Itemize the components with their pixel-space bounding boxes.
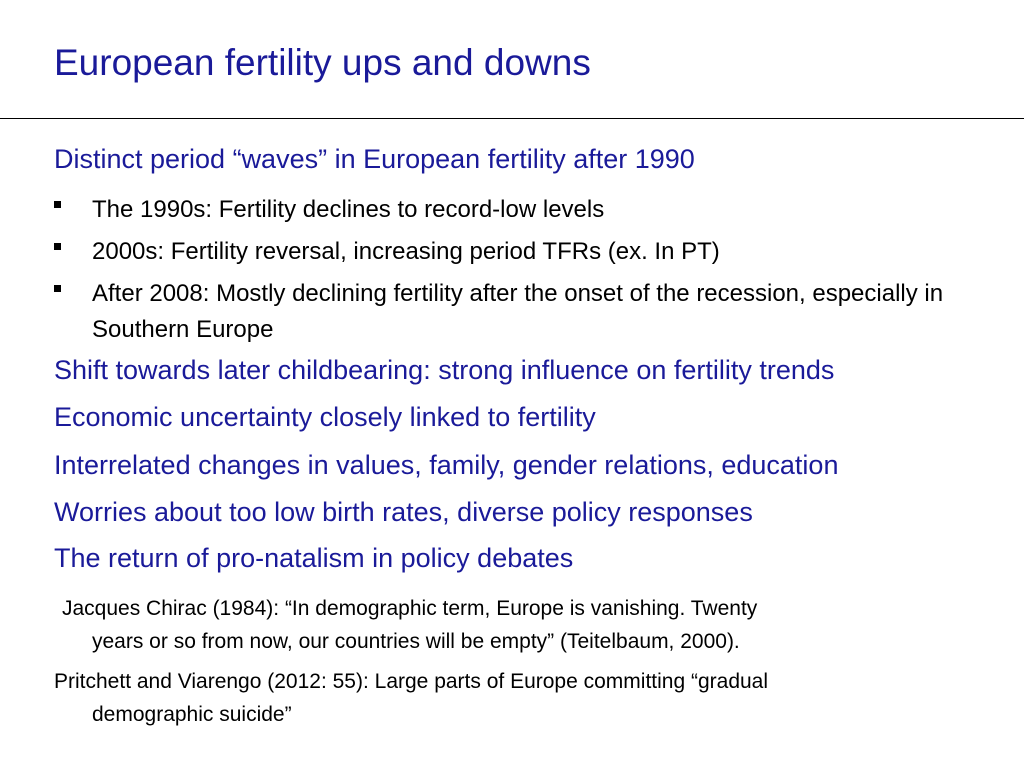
point-interrelated-changes: Interrelated changes in values, family, … (54, 450, 839, 480)
point-later-childbearing: Shift towards later childbearing: strong… (54, 355, 835, 385)
quote-chirac: Jacques Chirac (1984): “In demographic t… (62, 592, 757, 658)
square-bullet-icon (54, 201, 61, 208)
heading-period-waves: Distinct period “waves” in European fert… (54, 144, 695, 174)
square-bullet-icon (54, 285, 61, 292)
bullet-text: After 2008: Mostly declining fertility a… (92, 280, 944, 343)
square-bullet-icon (54, 243, 61, 250)
quote-line: Pritchett and Viarengo (2012: 55): Large… (54, 670, 769, 693)
title-divider (0, 118, 1024, 119)
quote-line: demographic suicide” (92, 703, 292, 726)
point-pro-natalism: The return of pro-natalism in policy deb… (54, 543, 574, 573)
bullet-text: The 1990s: Fertility declines to record-… (92, 196, 605, 223)
bullet-text: 2000s: Fertility reversal, increasing pe… (92, 238, 720, 265)
quote-line: Jacques Chirac (1984): “In demographic t… (62, 597, 758, 620)
quote-pritchett: Pritchett and Viarengo (2012: 55): Large… (54, 665, 768, 731)
point-low-birth-rates: Worries about too low birth rates, diver… (54, 497, 753, 527)
point-economic-uncertainty: Economic uncertainty closely linked to f… (54, 402, 596, 432)
slide-title: European fertility ups and downs (54, 42, 591, 83)
quote-line: years or so from now, our countries will… (92, 630, 740, 653)
